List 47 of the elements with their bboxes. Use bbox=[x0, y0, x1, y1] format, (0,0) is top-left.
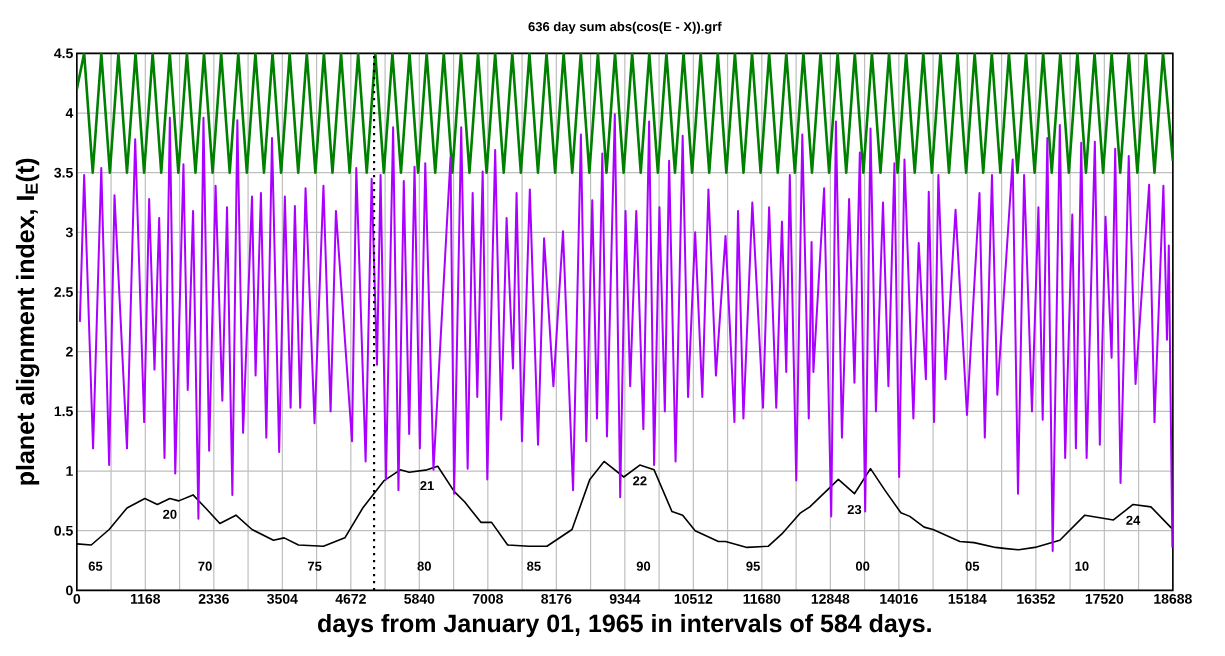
x-tick-label: 17520 bbox=[1085, 593, 1124, 604]
x-tick-label: 16352 bbox=[1017, 593, 1055, 604]
y-axis-title: planet alignment index, I$_{E}$(t) bbox=[15, 158, 40, 485]
annotation: 70 bbox=[198, 561, 212, 571]
annotation: 90 bbox=[636, 561, 651, 571]
annotation: 85 bbox=[527, 561, 541, 571]
x-tick-label: 15184 bbox=[948, 593, 987, 604]
annotation: 20 bbox=[163, 509, 177, 519]
x-axis-title: days from January 01, 1965 in intervals of 584 days. bbox=[318, 613, 931, 638]
x-tick-label: 3504 bbox=[267, 593, 298, 604]
y-tick-label: 1.5 bbox=[54, 406, 73, 417]
annotation: 23 bbox=[847, 504, 862, 515]
y-tick-label: 2.5 bbox=[54, 287, 73, 297]
x-tick-label: 2336 bbox=[198, 593, 229, 604]
annotation: 95 bbox=[746, 561, 760, 571]
y-tick-label: 1 bbox=[66, 466, 73, 476]
y-tick-label: 0.5 bbox=[54, 525, 73, 536]
y-tick-label: 4.5 bbox=[54, 48, 73, 59]
annotation: 75 bbox=[307, 561, 322, 571]
x-tick-label: 4672 bbox=[335, 593, 366, 604]
annotation: 10 bbox=[1075, 561, 1089, 571]
x-tick-label: 12848 bbox=[811, 593, 850, 604]
x-tick-label: 1168 bbox=[131, 593, 161, 604]
y-tick-label: 2 bbox=[66, 346, 73, 357]
annotation: 21 bbox=[420, 481, 434, 491]
x-tick-label: 11680 bbox=[743, 593, 781, 604]
x-tick-label: 8176 bbox=[541, 593, 572, 604]
x-tick-label: 7008 bbox=[472, 593, 503, 604]
x-tick-label: 9344 bbox=[609, 593, 641, 604]
annotation: 22 bbox=[633, 476, 647, 486]
annotation: 80 bbox=[417, 561, 431, 571]
annotation: 00 bbox=[855, 561, 870, 571]
chart-title: 636 day sum abs(cos(E - X)).grf bbox=[528, 21, 722, 34]
y-tick-label: 4 bbox=[65, 108, 74, 118]
annotation: 24 bbox=[1126, 515, 1141, 525]
line-series bbox=[76, 53, 1173, 174]
x-tick-label: 0 bbox=[73, 593, 81, 604]
annotation: 65 bbox=[88, 561, 103, 571]
annotation: 05 bbox=[965, 561, 980, 571]
y-tick-label: 3.5 bbox=[54, 167, 73, 178]
x-tick-label: 14016 bbox=[880, 593, 918, 604]
x-tick-label: 10512 bbox=[674, 593, 713, 604]
x-tick-label: 18688 bbox=[1154, 593, 1192, 604]
y-tick-label: 3 bbox=[65, 227, 73, 238]
y-tick-label: 0 bbox=[66, 585, 73, 596]
line-series bbox=[78, 113, 1173, 552]
x-tick-label: 5840 bbox=[404, 593, 435, 604]
